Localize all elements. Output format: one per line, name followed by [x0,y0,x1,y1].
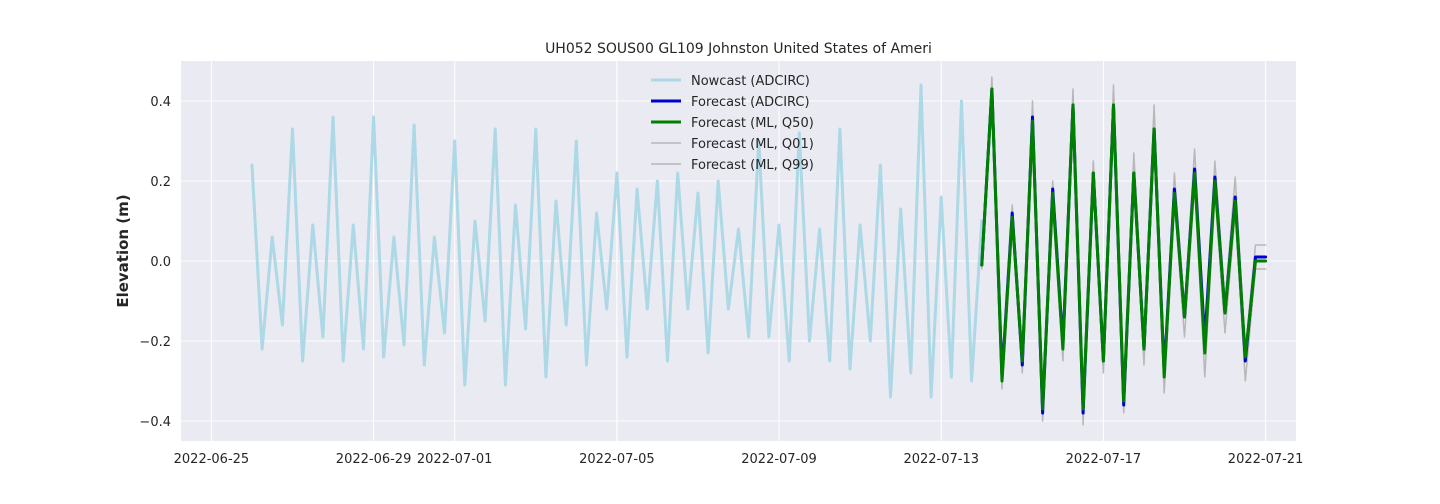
legend-label: Forecast (ML, Q99) [691,158,814,173]
legend-label: Forecast (ML, Q01) [691,137,814,152]
y-tick-label: −0.4 [139,415,171,430]
y-tick-label: 0.4 [150,95,171,110]
legend-label: Forecast (ADCIRC) [691,95,810,110]
y-tick-label: 0.2 [150,175,171,190]
series-line-forecast-ml-q50 [980,87,1268,411]
x-tick-label: 2022-07-17 [1066,452,1142,467]
x-tick-label: 2022-07-13 [903,452,979,467]
x-tick-label: 2022-07-05 [579,452,655,467]
legend-label: Forecast (ML, Q50) [691,116,814,131]
x-tick-label: 2022-06-25 [174,452,250,467]
series-lines [250,76,1268,426]
y-axis-label: Elevation (m) [114,194,132,307]
chart-title: UH052 SOUS00 GL109 Johnston United State… [545,41,932,57]
series-line-nowcast-adcirc [250,83,984,399]
x-tick-label: 2022-06-29 [336,452,412,467]
legend-label: Nowcast (ADCIRC) [691,74,810,89]
x-tick-label: 2022-07-01 [417,452,493,467]
y-axis-ticks: −0.4 −0.2 0.0 0.2 0.4 [139,95,171,430]
x-tick-label: 2022-07-09 [741,452,817,467]
x-axis-ticks: 2022-06-25 2022-06-29 2022-07-01 2022-07-05… [174,452,1304,467]
x-tick-label: 2022-07-21 [1228,452,1304,467]
legend: Nowcast (ADCIRC) Forecast (ADCIRC) Forecas… [651,74,814,173]
y-tick-label: 0.0 [150,255,171,270]
y-tick-label: −0.2 [139,335,171,350]
gridlines [181,61,1296,441]
